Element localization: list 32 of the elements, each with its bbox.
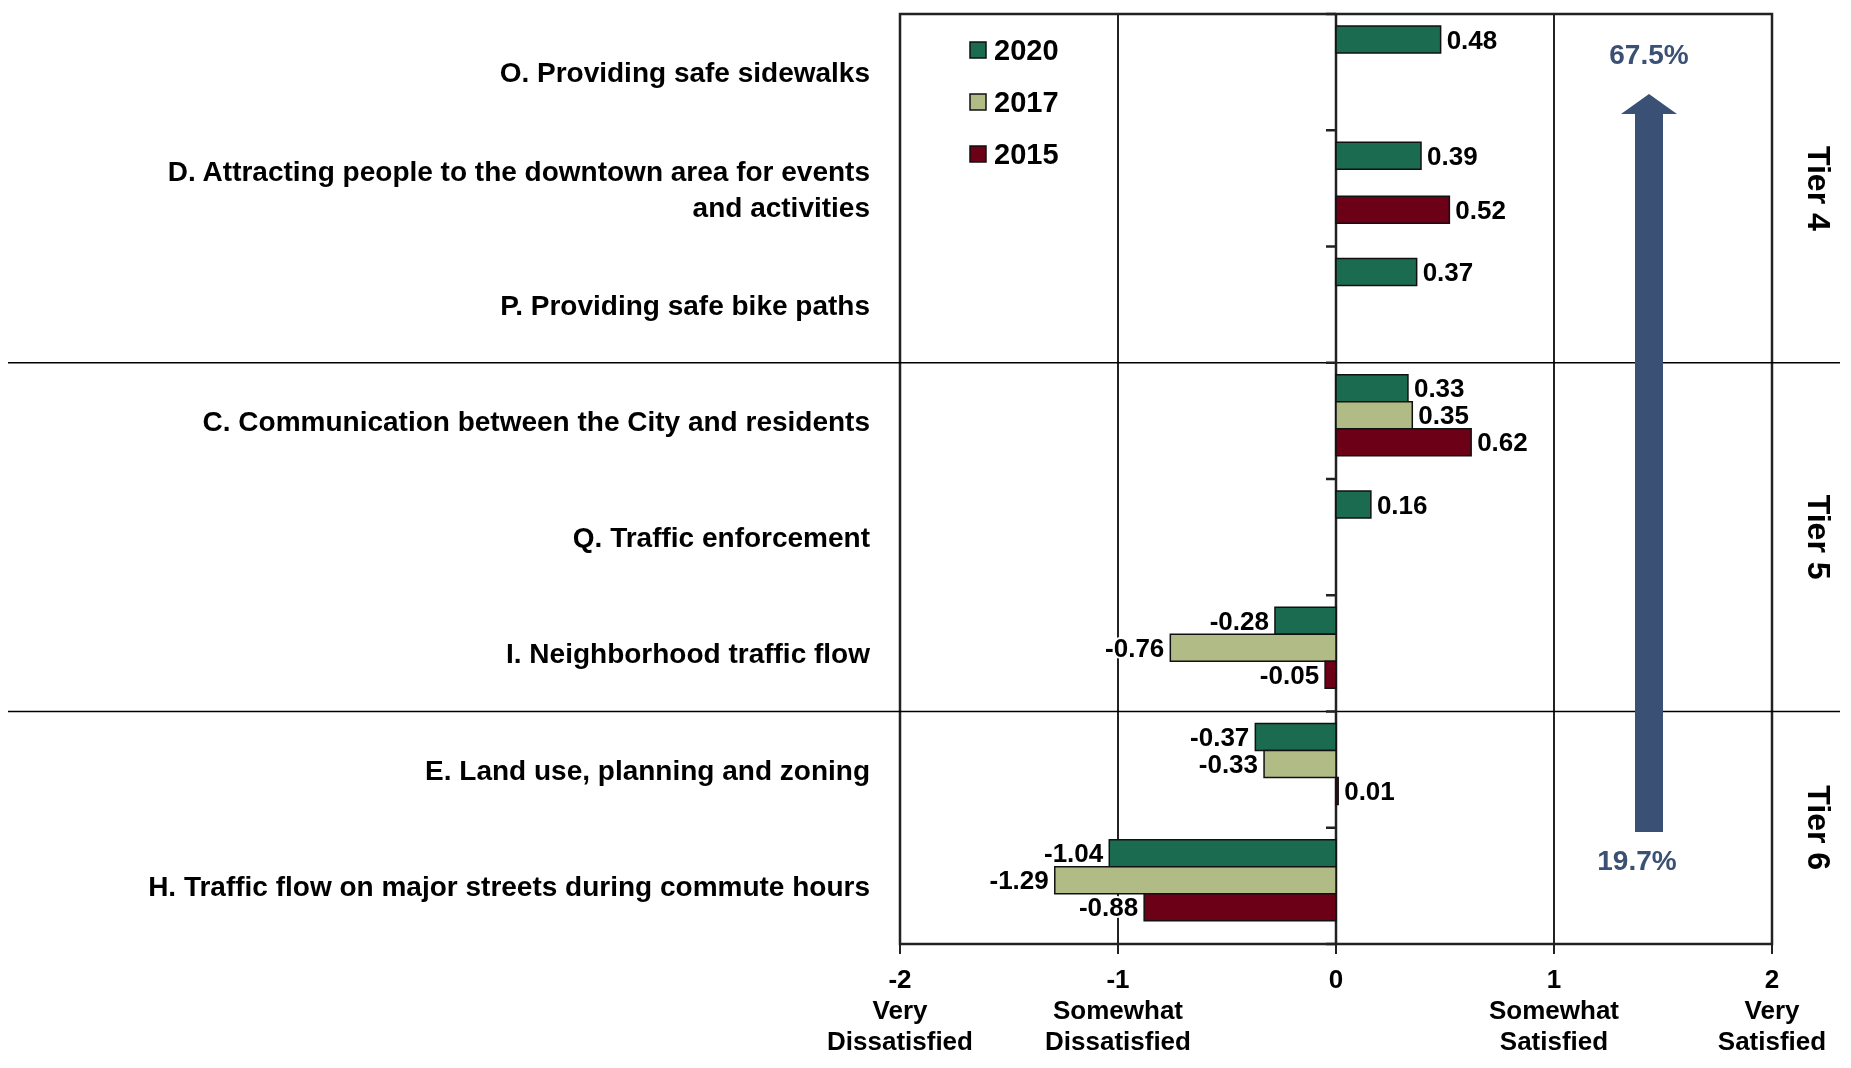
y-tick-label: O. Providing safe sidewalks bbox=[499, 57, 870, 89]
y-tick-label: P. Providing safe bike paths bbox=[500, 289, 870, 321]
legend-label: 2015 bbox=[994, 138, 1059, 170]
x-tick-label: 0 bbox=[1328, 964, 1344, 994]
y-tick-label: E. Land use, planning and zoning bbox=[425, 754, 870, 786]
data-label: 0.01 bbox=[1344, 776, 1395, 806]
annotation: 19.7% bbox=[1597, 845, 1677, 876]
y-tick-label: C. Communication between the City and residents bbox=[202, 405, 870, 437]
data-label: -0.05 bbox=[1259, 659, 1320, 690]
x-tick-label: -2 Very Dissatisfied bbox=[827, 964, 973, 1056]
data-label: -0.28 bbox=[1209, 605, 1269, 636]
data-label: 0.48 bbox=[1446, 24, 1498, 55]
data-label: 0.16 bbox=[1376, 489, 1428, 520]
x-tick-label: 1 Somewhat Satisfied bbox=[1488, 964, 1620, 1056]
x-tick-label: -1 Somewhat Dissatisfied bbox=[1045, 964, 1191, 1056]
text: Tier 5 bbox=[1801, 494, 1837, 580]
data-label: 0.52 bbox=[1455, 194, 1506, 225]
y-tick-label: D. Attracting people to the downtown area for events and activities bbox=[167, 156, 870, 224]
y-tick-label: I. Neighborhood traffic flow bbox=[506, 638, 871, 670]
data-label: -0.37 bbox=[1190, 722, 1250, 752]
legend-label: 2017 bbox=[994, 86, 1059, 118]
text: Tier 4 bbox=[1801, 145, 1837, 231]
data-label: 0.37 bbox=[1422, 257, 1474, 287]
data-label: 0.62 bbox=[1477, 427, 1528, 458]
y-tick-label: Q. Traffic enforcement bbox=[572, 522, 870, 554]
x-tick-label: 2 Very Satisfied bbox=[1717, 964, 1827, 1056]
legend-label: 2020 bbox=[994, 34, 1059, 66]
data-label: -0.33 bbox=[1198, 749, 1259, 779]
data-label: 0.39 bbox=[1427, 140, 1478, 171]
text: Tier 6 bbox=[1801, 785, 1837, 871]
annotation: 67.5% bbox=[1609, 39, 1689, 70]
y-tick-label: H. Traffic flow on major streets during commute hours bbox=[148, 870, 870, 902]
